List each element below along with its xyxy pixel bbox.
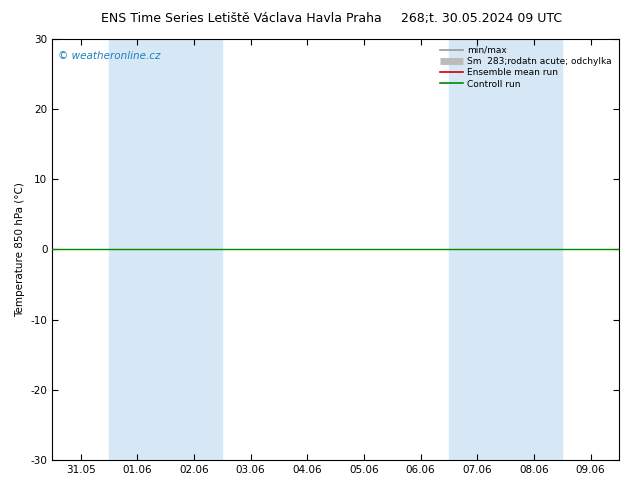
Y-axis label: Temperature 850 hPa (°C): Temperature 850 hPa (°C) — [15, 182, 25, 317]
Text: ENS Time Series Letiště Václava Havla Praha: ENS Time Series Letiště Václava Havla Pr… — [101, 12, 381, 25]
Text: 268;t. 30.05.2024 09 UTC: 268;t. 30.05.2024 09 UTC — [401, 12, 562, 25]
Bar — [109, 39, 223, 460]
Legend: min/max, Sm  283;rodatn acute; odchylka, Ensemble mean run, Controll run: min/max, Sm 283;rodatn acute; odchylka, … — [437, 43, 614, 91]
Bar — [449, 39, 562, 460]
Text: © weatheronline.cz: © weatheronline.cz — [58, 51, 160, 61]
